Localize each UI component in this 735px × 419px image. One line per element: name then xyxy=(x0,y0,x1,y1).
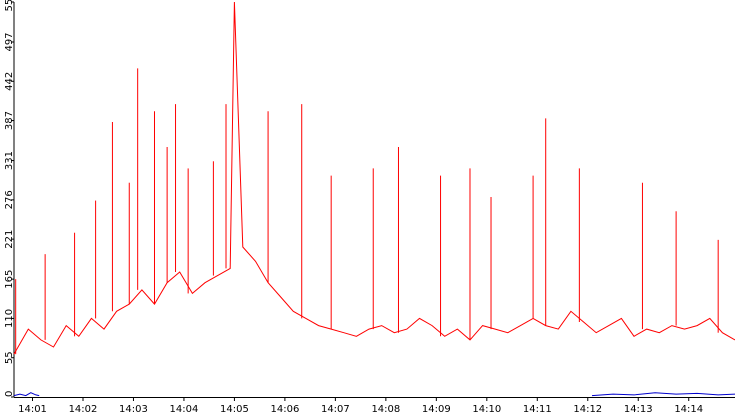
y-tick-label: 0 xyxy=(4,391,15,397)
series-line-0 xyxy=(13,1,735,355)
x-tick-label: 14:08 xyxy=(371,404,400,415)
y-tick-label: 221 xyxy=(4,230,15,249)
plot-series xyxy=(13,1,735,397)
y-tick-label: 165 xyxy=(4,270,15,289)
x-tick-label: 14:04 xyxy=(170,404,199,415)
x-tick-label: 14:07 xyxy=(321,404,350,415)
x-tick-label: 14:13 xyxy=(624,404,653,415)
x-tick-label: 14:12 xyxy=(573,404,602,415)
x-tick-label: 14:06 xyxy=(270,404,299,415)
x-axis: 14:01 14:02 14:03 14:04 14:05 14:06 14:07 14:08… xyxy=(14,397,735,415)
y-tick-label: 442 xyxy=(4,72,15,91)
series-line-1 xyxy=(13,392,40,397)
y-tick-label: 497 xyxy=(4,32,15,51)
series-line-2 xyxy=(591,392,735,397)
x-tick-label: 14:01 xyxy=(18,404,47,415)
y-tick-label: 276 xyxy=(4,190,15,209)
x-tick-label: 14:02 xyxy=(69,404,98,415)
x-tick-label: 14:03 xyxy=(119,404,148,415)
x-tick-label: 14:14 xyxy=(674,404,703,415)
x-tick-label: 14:10 xyxy=(472,404,501,415)
x-tick-label: 14:11 xyxy=(523,404,552,415)
y-tick-label: 387 xyxy=(4,111,15,130)
y-axis: 0 55 110 165 221 276 331 387 442 497 553 xyxy=(4,0,15,398)
y-tick-label: 110 xyxy=(4,309,15,328)
y-tick-label: 553 xyxy=(4,0,15,12)
y-tick-label: 55 xyxy=(4,351,15,364)
x-tick-label: 14:09 xyxy=(422,404,451,415)
y-tick-label: 331 xyxy=(4,151,15,170)
x-tick-label: 14:05 xyxy=(220,404,249,415)
